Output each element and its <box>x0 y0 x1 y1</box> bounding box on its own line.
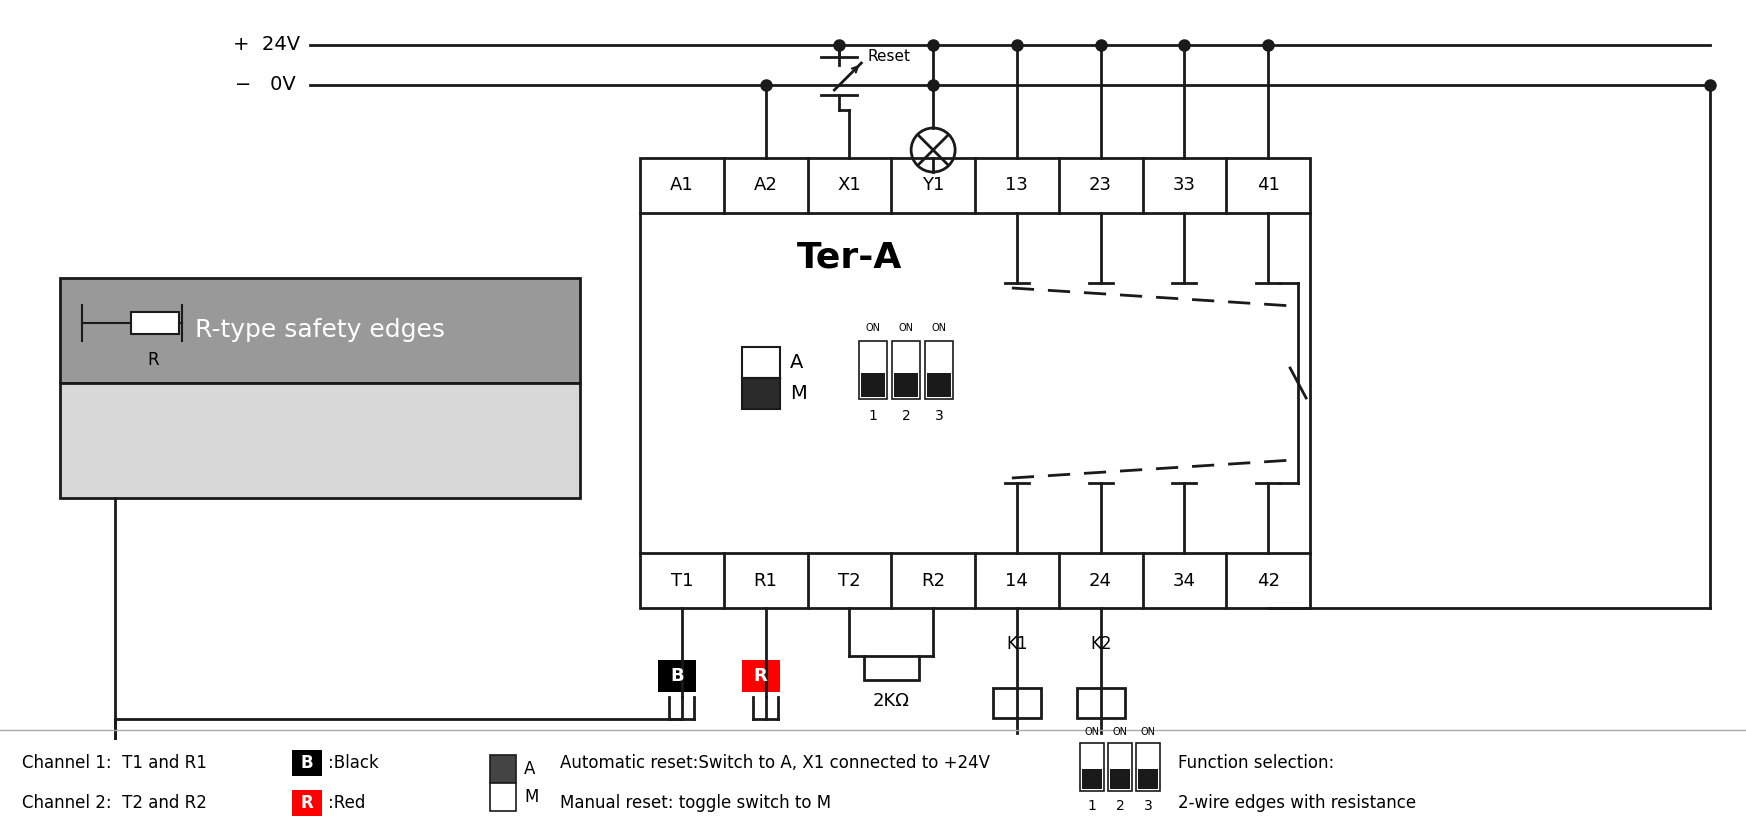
Text: X1: X1 <box>838 177 861 194</box>
Text: R2: R2 <box>922 572 945 589</box>
Text: T1: T1 <box>670 572 693 589</box>
Text: ON: ON <box>1140 727 1156 737</box>
Bar <box>491 783 517 810</box>
Bar <box>491 756 517 783</box>
Text: 3: 3 <box>936 409 945 423</box>
Text: ON: ON <box>866 323 882 333</box>
Text: 2: 2 <box>903 409 911 423</box>
Text: R-type safety edges: R-type safety edges <box>196 318 445 343</box>
Text: ON: ON <box>1112 727 1128 737</box>
Bar <box>59 383 580 498</box>
Text: K2: K2 <box>1090 635 1112 653</box>
Text: R1: R1 <box>754 572 777 589</box>
Text: +  24V: + 24V <box>232 35 300 54</box>
Text: 13: 13 <box>1006 177 1028 194</box>
Text: 24: 24 <box>1090 572 1112 589</box>
Bar <box>894 373 918 397</box>
Bar <box>927 373 952 397</box>
Bar <box>1081 743 1103 791</box>
Text: M: M <box>524 788 538 806</box>
Bar <box>292 790 321 816</box>
Bar <box>864 656 918 680</box>
Text: A: A <box>524 760 536 779</box>
Text: T2: T2 <box>838 572 861 589</box>
Bar <box>1137 743 1159 791</box>
Bar <box>59 278 580 383</box>
Bar <box>861 373 885 397</box>
Text: 14: 14 <box>1006 572 1028 589</box>
Bar <box>742 660 780 692</box>
Bar <box>1109 743 1131 791</box>
Text: R: R <box>754 667 768 685</box>
Text: ON: ON <box>899 323 913 333</box>
Text: −   0V: − 0V <box>236 75 297 95</box>
Text: 33: 33 <box>1173 177 1196 194</box>
Bar <box>658 660 697 692</box>
Text: 41: 41 <box>1257 177 1280 194</box>
Text: Reset: Reset <box>868 49 910 65</box>
Text: :Red: :Red <box>328 794 365 812</box>
Bar <box>1077 688 1124 718</box>
Text: B: B <box>670 667 684 685</box>
Text: A2: A2 <box>754 177 777 194</box>
Bar <box>1110 768 1130 789</box>
Bar <box>925 341 953 399</box>
Text: Channel 1:  T1 and R1: Channel 1: T1 and R1 <box>23 754 206 772</box>
Text: A: A <box>789 353 803 372</box>
Text: B: B <box>300 754 313 772</box>
Bar <box>292 750 321 776</box>
Text: 42: 42 <box>1257 572 1280 589</box>
Text: 1: 1 <box>1088 799 1096 813</box>
Bar <box>859 341 887 399</box>
Text: Automatic reset:Switch to A, X1 connected to +24V: Automatic reset:Switch to A, X1 connecte… <box>560 754 990 772</box>
Text: Channel 2:  T2 and R2: Channel 2: T2 and R2 <box>23 794 206 812</box>
Text: A1: A1 <box>670 177 693 194</box>
Text: M: M <box>789 384 807 403</box>
Bar <box>1083 768 1102 789</box>
Bar <box>742 378 780 409</box>
Text: 2-wire edges with resistance: 2-wire edges with resistance <box>1179 794 1416 812</box>
Text: 3: 3 <box>1144 799 1152 813</box>
Bar <box>742 347 780 378</box>
Text: 34: 34 <box>1173 572 1196 589</box>
Text: :Black: :Black <box>328 754 379 772</box>
Bar <box>892 341 920 399</box>
Text: K1: K1 <box>1006 635 1028 653</box>
Bar <box>641 158 1310 608</box>
Text: 1: 1 <box>870 409 878 423</box>
Text: 23: 23 <box>1090 177 1112 194</box>
Text: ON: ON <box>932 323 946 333</box>
Text: 2KΩ: 2KΩ <box>873 692 910 710</box>
Text: R: R <box>300 794 313 812</box>
Bar <box>131 312 180 334</box>
Text: 2: 2 <box>1116 799 1124 813</box>
Bar <box>993 688 1041 718</box>
Text: Ter-A: Ter-A <box>796 241 903 275</box>
Text: Y1: Y1 <box>922 177 945 194</box>
Text: Manual reset: toggle switch to M: Manual reset: toggle switch to M <box>560 794 831 812</box>
Text: R: R <box>147 351 159 369</box>
Text: ON: ON <box>1084 727 1100 737</box>
Bar <box>1138 768 1158 789</box>
Text: Function selection:: Function selection: <box>1179 754 1334 772</box>
